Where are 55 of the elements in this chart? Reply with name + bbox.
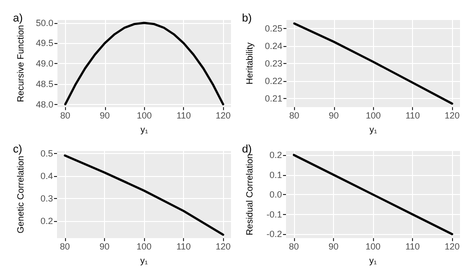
- x-tick-label: 110: [176, 110, 191, 121]
- x-tick-label: 100: [136, 242, 152, 252]
- y-tick-label: 0.5: [40, 148, 53, 158]
- y-axis-title: Recursive Function: [16, 25, 26, 102]
- y-tick-label: 49.0: [36, 58, 54, 69]
- x-tick-label: 120: [216, 242, 231, 252]
- x-tick-label: 80: [60, 242, 70, 252]
- line-series: [292, 154, 454, 236]
- y-tick-label: -0.1: [266, 209, 282, 220]
- x-axis-title: y₁: [369, 124, 377, 134]
- x-tick-label: 100: [365, 242, 381, 252]
- x-tick-label: 90: [328, 110, 339, 121]
- x-tick-label: 100: [136, 110, 152, 121]
- chart-title: c): [13, 144, 22, 156]
- y-axis-title: Heritability: [244, 42, 254, 85]
- x-tick-label: 80: [288, 242, 299, 252]
- y-tick-label: 0.2: [40, 216, 53, 226]
- x-axis-title: y₁: [140, 124, 148, 134]
- y-tick-label: 0.21: [264, 93, 282, 104]
- x-tick-label: 90: [100, 110, 110, 121]
- y-tick-label: 0.25: [264, 24, 282, 34]
- chart-title: d): [242, 144, 252, 156]
- y-axis-title: Residual Correlation: [244, 154, 254, 236]
- line-series: [293, 22, 454, 105]
- x-tick-label: 120: [216, 110, 231, 121]
- x-tick-label: 110: [405, 242, 420, 252]
- y-tick-label: 0.0: [269, 190, 282, 200]
- line-series: [64, 22, 224, 106]
- x-tick-label: 90: [328, 242, 338, 252]
- y-tick-label: 50.0: [36, 18, 54, 28]
- y-tick-label: 49.5: [36, 38, 54, 48]
- line-series: [64, 154, 224, 236]
- y-tick-label: 0.1: [269, 170, 282, 180]
- chart-title: b): [242, 12, 252, 24]
- y-tick-label: -0.2: [266, 229, 282, 240]
- y-tick-label: 48.0: [36, 99, 54, 110]
- x-tick-label: 110: [176, 242, 191, 252]
- y-tick-label: 0.2: [269, 150, 282, 160]
- x-tick-label: 120: [444, 242, 460, 252]
- x-tick-label: 80: [289, 110, 300, 121]
- y-tick-label: 0.4: [40, 170, 53, 181]
- x-tick-label: 110: [405, 110, 420, 121]
- x-axis-title: y₁: [140, 256, 148, 266]
- chart-title: a): [13, 12, 23, 24]
- y-tick-label: 0.3: [40, 194, 53, 204]
- x-tick-label: 120: [444, 110, 460, 121]
- x-axis-title: y₁: [369, 256, 377, 266]
- x-tick-label: 100: [366, 110, 381, 121]
- y-tick-label: 0.22: [264, 76, 282, 86]
- y-tick-label: 0.24: [264, 41, 282, 52]
- x-tick-label: 80: [60, 110, 70, 121]
- y-tick-label: 0.23: [264, 58, 282, 69]
- y-axis-title: Genetic Correlation: [16, 156, 26, 234]
- x-tick-label: 90: [99, 242, 110, 252]
- y-tick-label: 48.5: [36, 78, 54, 89]
